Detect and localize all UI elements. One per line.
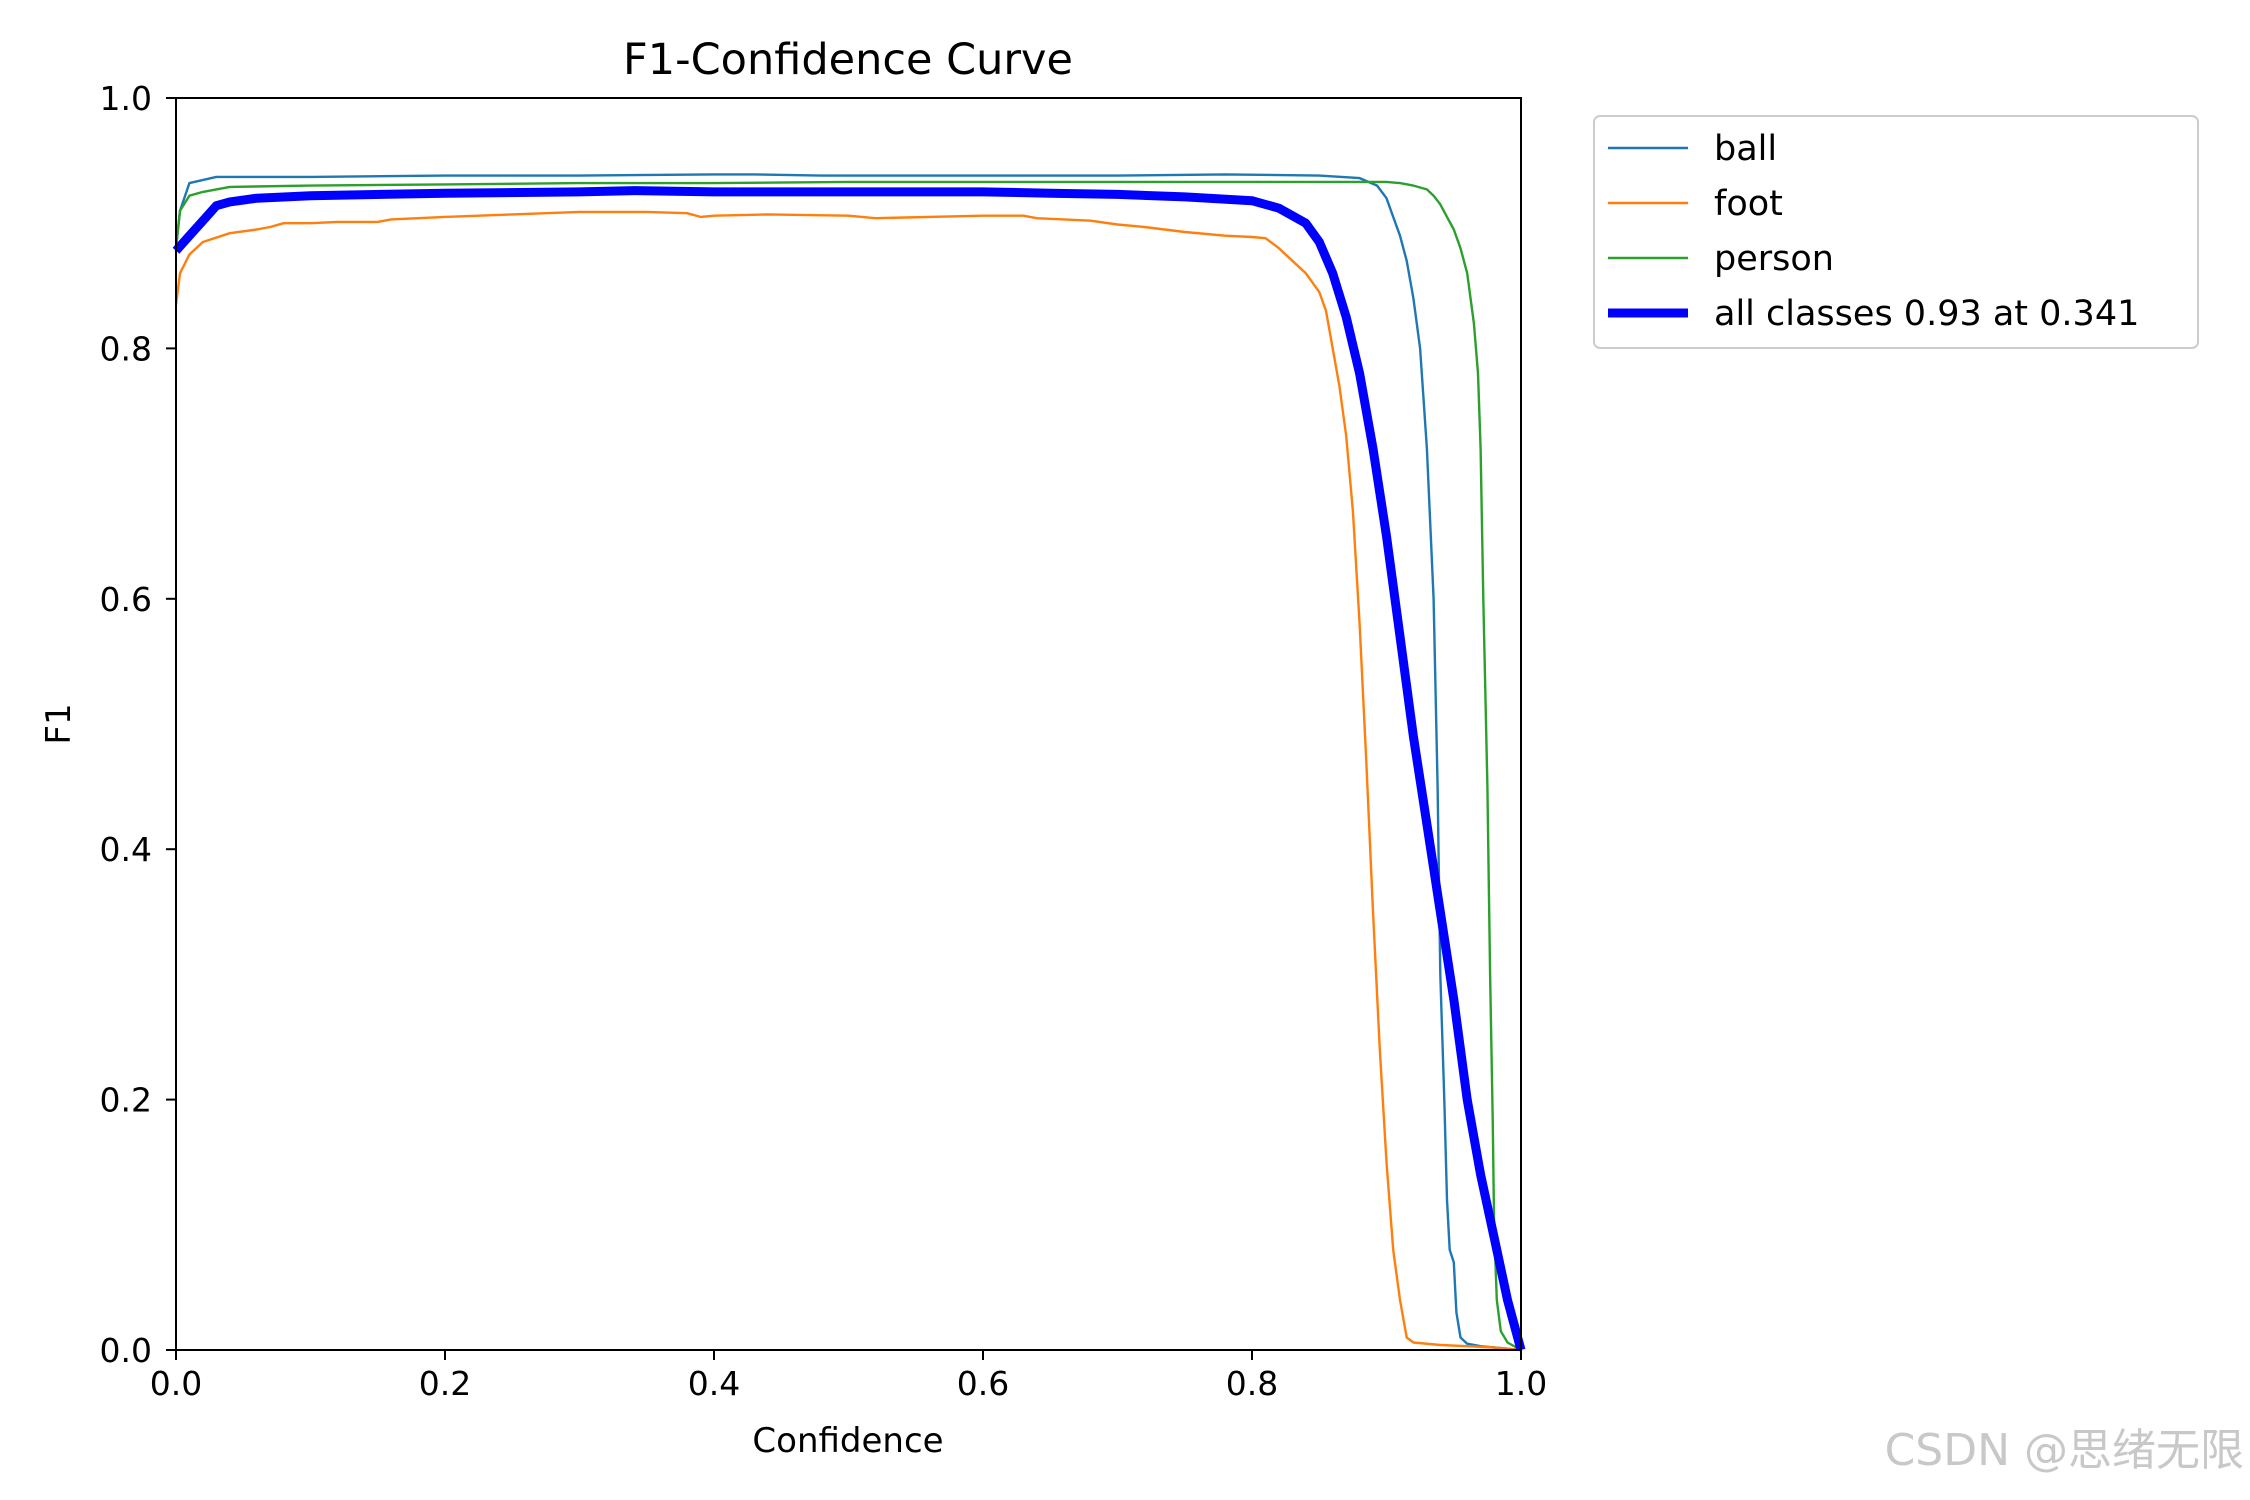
- legend-label: person: [1714, 239, 1834, 279]
- y-tick-label: 0.2: [100, 1081, 152, 1120]
- y-tick-label: 1.0: [100, 79, 152, 118]
- legend-label: all classes 0.93 at 0.341: [1714, 294, 2139, 334]
- x-tick-label: 1.0: [1495, 1364, 1547, 1403]
- y-tick-label: 0.6: [100, 580, 152, 619]
- watermark-text: CSDN @思绪无限: [1884, 1425, 2244, 1476]
- series-line-ball: [174, 173, 1522, 1352]
- axes: 0.0 0.2 0.4 0.6 0.8 1.0 0.0 0.2 0.4 0.6 0.8 1.0: [100, 79, 1548, 1403]
- chart-title: F1-Confidence Curve: [623, 35, 1073, 85]
- series-line-foot: [174, 210, 1522, 1352]
- legend-label: ball: [1714, 129, 1777, 169]
- legend-box: [1593, 115, 2199, 349]
- series-line-all: [172, 186, 1526, 1352]
- series-line-person: [174, 180, 1522, 1352]
- y-tick-label: 0.8: [100, 329, 152, 368]
- y-tick-label: 0.4: [100, 830, 152, 869]
- x-tick-label: 0.4: [688, 1364, 740, 1403]
- y-axis-label: F1: [39, 703, 79, 744]
- legend-label: foot: [1714, 184, 1783, 224]
- y-tick-label: 0.0: [100, 1331, 152, 1370]
- legend: ball foot person all classes 0.93 at 0.341: [1593, 115, 2199, 349]
- x-tick-label: 0.8: [1226, 1364, 1278, 1403]
- x-axis-label: Confidence: [752, 1421, 943, 1461]
- x-tick-label: 0.6: [957, 1364, 1009, 1403]
- plot-frame: [175, 97, 1522, 1351]
- x-tick-label: 0.0: [150, 1364, 202, 1403]
- plot-lines: [172, 173, 1526, 1352]
- x-tick-label: 0.2: [419, 1364, 471, 1403]
